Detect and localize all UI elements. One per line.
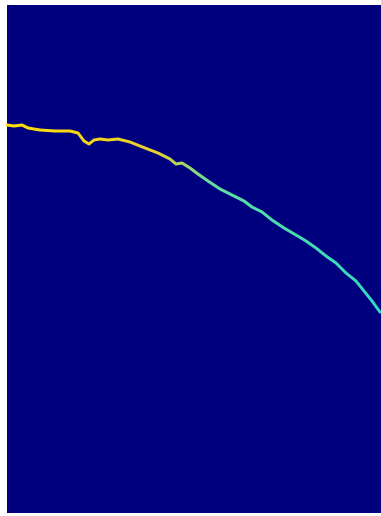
page (0, 0, 381, 516)
background-field (7, 5, 381, 513)
image (0, 0, 381, 516)
